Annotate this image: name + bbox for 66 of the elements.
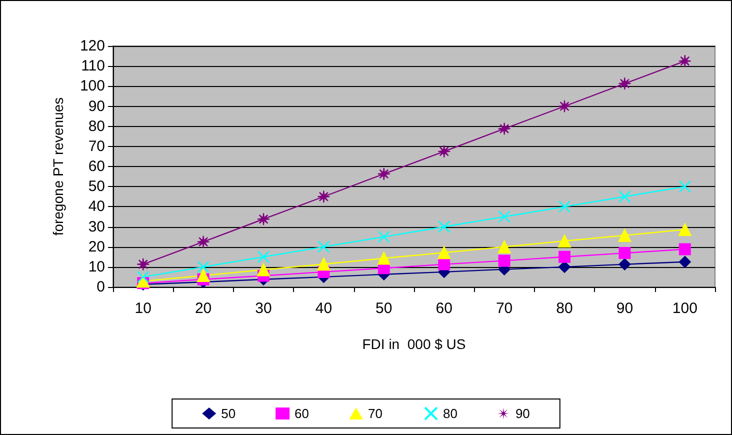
point — [618, 258, 631, 270]
point — [438, 220, 450, 233]
point — [377, 167, 390, 180]
point — [317, 258, 330, 271]
x-axis-title: FDI in 000 $ US — [362, 336, 466, 352]
point — [438, 246, 451, 260]
point — [377, 252, 390, 265]
point — [498, 122, 511, 136]
point — [558, 234, 571, 248]
legend-label: 80 — [442, 406, 458, 421]
y-tick-label: 90 — [88, 98, 105, 115]
x-tick-label: 30 — [255, 300, 272, 317]
point — [678, 243, 691, 256]
point — [678, 223, 692, 236]
x-tick-label: 100 — [672, 300, 698, 317]
point — [196, 235, 210, 248]
point — [197, 260, 210, 274]
legend-label: 60 — [294, 406, 310, 421]
point — [498, 254, 510, 267]
y-tick-label: 80 — [88, 118, 105, 135]
y-tick-label: 110 — [81, 58, 105, 75]
point — [498, 240, 511, 254]
point — [678, 256, 691, 268]
point — [558, 100, 571, 113]
point — [196, 269, 210, 282]
point — [678, 180, 692, 193]
y-tick-label: 100 — [80, 78, 105, 95]
y-tick-label: 0 — [96, 278, 105, 296]
y-tick-label: 40 — [88, 198, 105, 216]
x-tick-label: 60 — [436, 300, 452, 317]
legend-label: 50 — [221, 406, 236, 421]
legend-label: 70 — [368, 406, 382, 421]
x-tick-label: 40 — [315, 300, 332, 317]
y-tick-label: 20 — [88, 238, 105, 256]
point — [136, 270, 150, 284]
point — [678, 54, 692, 68]
point — [257, 263, 270, 276]
legend-label: 90 — [515, 406, 530, 421]
y-tick-label: 30 — [88, 218, 105, 236]
point — [618, 190, 631, 203]
x-tick-label: 10 — [134, 300, 152, 317]
y-tick-label: 10 — [88, 258, 105, 276]
point — [318, 240, 330, 253]
point — [558, 200, 571, 213]
x-tick-label: 50 — [376, 300, 392, 317]
y-tick-label: 70 — [88, 138, 105, 155]
y-tick-label: 120 — [80, 38, 105, 54]
point — [498, 210, 510, 223]
point — [317, 190, 330, 204]
point — [257, 212, 270, 226]
x-tick-label: 20 — [194, 300, 212, 317]
point — [558, 250, 570, 263]
y-tick-label: 50 — [88, 178, 105, 196]
x-tick-label: 80 — [556, 300, 573, 317]
y-axis-title: foregone PT revenues — [50, 97, 66, 236]
point — [438, 258, 450, 270]
x-tick-label: 70 — [496, 300, 513, 317]
point — [618, 77, 632, 90]
point — [618, 247, 631, 260]
x-tick-label: 90 — [616, 300, 634, 317]
y-tick-label: 60 — [88, 158, 105, 175]
point — [378, 230, 390, 243]
point — [136, 258, 150, 271]
point — [438, 144, 451, 158]
point — [257, 250, 270, 264]
point — [618, 228, 632, 242]
